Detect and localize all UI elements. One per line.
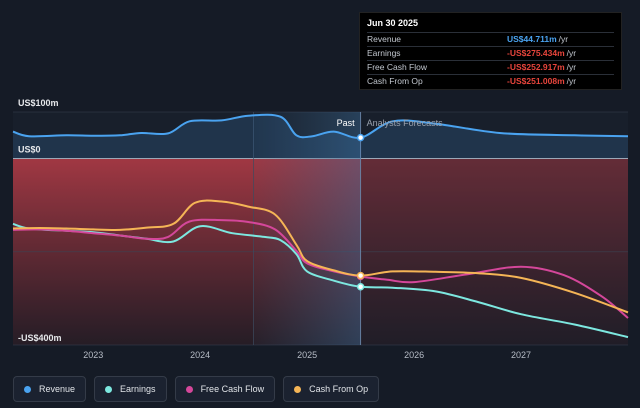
tooltip-label: Free Cash Flow xyxy=(367,62,427,72)
tooltip-unit: /yr xyxy=(566,48,577,58)
legend-earnings[interactable]: Earnings xyxy=(94,376,167,402)
tooltip-row-earnings: Earnings -US$275.434m /yr xyxy=(367,46,614,60)
past-label: Past xyxy=(337,118,356,128)
free-cash-flow-line xyxy=(12,218,629,319)
x-tick-2023: 2023 xyxy=(83,350,103,360)
revenue-line xyxy=(12,113,629,139)
legend-dot xyxy=(294,385,302,393)
x-tick-2026: 2026 xyxy=(404,350,424,360)
legend-dot xyxy=(24,385,31,393)
x-tick-2027: 2027 xyxy=(511,350,531,360)
y-label-zero: US$0 xyxy=(18,145,41,155)
x-tick-2024: 2024 xyxy=(190,350,210,360)
y-label-top: US$100m xyxy=(18,98,59,108)
legend-revenue[interactable]: Revenue xyxy=(13,376,87,402)
x-tick-2025: 2025 xyxy=(297,350,317,360)
axis-labels: US$100m US$0 -US$400m Past Analysts Forecast… xyxy=(18,98,531,360)
legend: Revenue Earnings Free Cash Flow Cash Fro… xyxy=(13,376,380,402)
tooltip-unit: /yr xyxy=(566,76,577,86)
tooltip-value: US$44.711m xyxy=(507,34,557,44)
legend-label: Earnings xyxy=(120,384,156,394)
markers xyxy=(356,133,365,291)
tooltip-value: -US$275.434m xyxy=(507,48,565,58)
legend-label: Cash From Op xyxy=(309,384,369,394)
tooltip-label: Revenue xyxy=(367,34,402,44)
revenue-area xyxy=(13,114,628,159)
tooltip-label: Cash From Op xyxy=(367,76,423,86)
tooltip-date: Jun 30 2025 xyxy=(367,18,419,28)
tooltip-unit: /yr xyxy=(558,34,569,44)
tooltip-row-cfo: Cash From Op -US$251.008m /yr xyxy=(367,74,614,88)
earnings-marker xyxy=(356,283,365,291)
tooltip: Jun 30 2025 Revenue US$44.711m /yr Earni… xyxy=(359,12,622,90)
forecast-label: Analysts Forecasts xyxy=(367,118,444,128)
chart: US$100m US$0 -US$400m Past Analysts Forecast… xyxy=(12,98,629,360)
tooltip-label: Earnings xyxy=(367,48,401,58)
cash-from-op-line xyxy=(12,199,629,314)
legend-label: Free Cash Flow xyxy=(200,384,265,394)
tooltip-value: -US$252.917m xyxy=(507,62,565,72)
cash-from-op-marker xyxy=(356,271,365,280)
y-label-bottom: -US$400m xyxy=(18,333,62,343)
series-layer xyxy=(12,113,629,339)
tooltip-row-fcf: Free Cash Flow -US$252.917m /yr xyxy=(367,60,614,74)
revenue-marker xyxy=(356,133,365,142)
tooltip-unit: /yr xyxy=(566,62,577,72)
legend-free-cash-flow[interactable]: Free Cash Flow xyxy=(174,376,276,402)
tooltip-value: -US$251.008m xyxy=(507,76,565,86)
legend-dot xyxy=(105,385,113,393)
legend-cash-from-op[interactable]: Cash From Op xyxy=(283,376,380,402)
legend-dot xyxy=(185,385,193,393)
tooltip-row-revenue: Revenue US$44.711m /yr xyxy=(367,32,614,46)
legend-label: Revenue xyxy=(39,384,76,394)
